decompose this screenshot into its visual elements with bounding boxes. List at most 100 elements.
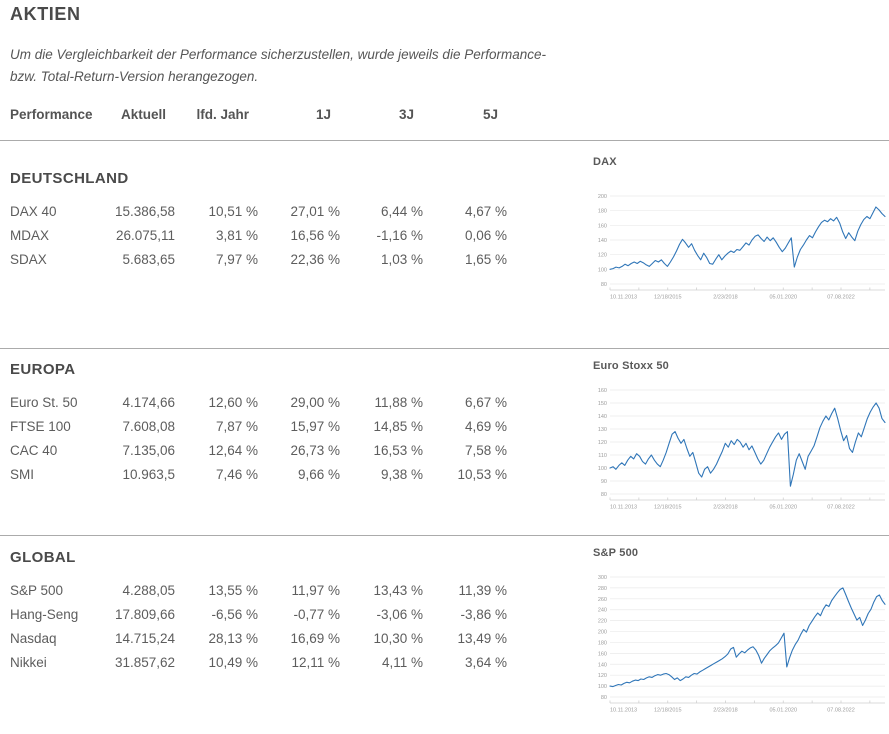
price-line <box>609 206 886 270</box>
x-axis-label: 05.01.2020 <box>769 708 797 714</box>
value-cell: 13,55 % <box>208 583 258 598</box>
svg-text:80: 80 <box>601 695 607 701</box>
table-row: CAC 40 7.135,06 12,64 % 26,73 % 16,53 % 7,58 … <box>10 439 507 463</box>
svg-text:280: 280 <box>598 586 607 592</box>
value-cell: 10.963,5 <box>122 467 175 482</box>
svg-text:180: 180 <box>598 640 607 646</box>
svg-text:300: 300 <box>598 575 607 581</box>
value-cell: 11,88 % <box>374 395 423 410</box>
svg-text:160: 160 <box>598 388 607 394</box>
svg-text:80: 80 <box>601 282 607 288</box>
index-name: Nikkei <box>10 655 47 670</box>
value-cell: 4.288,05 <box>122 583 175 598</box>
x-axis-label: 10.11.2013 <box>610 505 637 511</box>
table-row: S&P 500 4.288,05 13,55 % 11,97 % 13,43 % 11,3… <box>10 579 507 603</box>
value-cell: -3,06 % <box>376 607 423 622</box>
svg-text:120: 120 <box>598 440 607 446</box>
svg-text:100: 100 <box>598 684 607 690</box>
svg-text:220: 220 <box>598 619 607 625</box>
value-cell: 3,64 % <box>464 655 507 670</box>
value-cell: 7,97 % <box>215 252 258 267</box>
chart-canvas: 80 100 120 140 160 180 200 10.11.2013 12/18/2015… <box>598 194 886 301</box>
value-cell: 3,81 % <box>215 228 258 243</box>
value-cell: 4,67 % <box>464 204 507 219</box>
index-chart: DAX 80 100 120 140 160 180 200 10.11.2013 12/18/… <box>593 156 889 304</box>
value-cell: 10,53 % <box>457 467 507 482</box>
value-cell: 27,01 % <box>290 204 340 219</box>
svg-text:240: 240 <box>598 608 607 614</box>
index-name: FTSE 100 <box>10 419 71 434</box>
svg-text:100: 100 <box>598 466 607 472</box>
value-cell: 17.809,66 <box>114 607 175 622</box>
x-axis-label: 10.11.2013 <box>610 295 637 301</box>
value-cell: 26.075,11 <box>115 228 175 243</box>
value-cell: 14,85 % <box>373 419 423 434</box>
table-row: Hang-Seng 17.809,66 -6,56 % -0,77 % -3,06 % -… <box>10 603 507 627</box>
index-name: S&P 500 <box>10 583 64 598</box>
svg-text:140: 140 <box>598 414 607 420</box>
x-axis-label: 07.08.2022 <box>827 708 855 714</box>
page-description: Um die Vergleichbarkeit der Performance … <box>10 44 600 88</box>
value-cell: 7.608,08 <box>122 419 175 434</box>
value-cell: 26,73 % <box>290 443 340 458</box>
value-cell: 28,13 % <box>208 631 258 646</box>
price-line <box>609 587 886 688</box>
value-cell: 10,51 % <box>208 204 258 219</box>
table-row: Nikkei 31.857,62 10,49 % 12,11 % 4,11 % 3,64 … <box>10 651 507 675</box>
value-cell: 11,39 % <box>458 583 507 598</box>
value-cell: 1,65 % <box>464 252 507 267</box>
value-cell: 13,49 % <box>457 631 507 646</box>
svg-text:110: 110 <box>598 453 607 459</box>
svg-text:140: 140 <box>598 662 607 668</box>
index-name: DAX 40 <box>10 204 57 219</box>
table-row: SDAX 5.683,65 7,97 % 22,36 % 1,03 % 1,65 % <box>10 248 507 272</box>
svg-text:130: 130 <box>598 427 607 433</box>
value-cell: 12,11 % <box>291 655 340 670</box>
chart-title: DAX <box>593 156 617 168</box>
x-axis-label: 2/23/2018 <box>713 505 737 511</box>
chart-title: Euro Stoxx 50 <box>593 360 669 372</box>
section-rows: S&P 500 4.288,05 13,55 % 11,97 % 13,43 % 11,3… <box>10 579 507 675</box>
value-cell: 7.135,06 <box>122 443 175 458</box>
x-axis-label: 12/18/2015 <box>654 295 682 301</box>
table-row: Euro St. 50 4.174,66 12,60 % 29,00 % 11,88 %… <box>10 391 507 415</box>
value-cell: 14.715,24 <box>114 631 175 646</box>
table-row: SMI 10.963,5 7,46 % 9,66 % 9,38 % 10,53 % <box>10 463 507 487</box>
value-cell: 16,69 % <box>290 631 340 646</box>
value-cell: 7,58 % <box>464 443 507 458</box>
chart-title: S&P 500 <box>593 547 639 559</box>
x-axis-label: 07.08.2022 <box>827 505 855 511</box>
value-cell: 10,30 % <box>373 631 423 646</box>
column-header-5j: 5J <box>482 107 498 122</box>
svg-text:260: 260 <box>598 597 607 603</box>
index-name: Euro St. 50 <box>10 395 78 410</box>
value-cell: 4,11 % <box>381 655 423 670</box>
column-header-performance: Performance <box>10 107 93 122</box>
svg-text:160: 160 <box>598 223 607 229</box>
section-rows: DAX 40 15.386,58 10,51 % 27,01 % 6,44 % 4,67 … <box>10 200 507 272</box>
table-row: FTSE 100 7.608,08 7,87 % 15,97 % 14,85 % 4,69… <box>10 415 507 439</box>
column-header-lfd-jahr: lfd. Jahr <box>196 107 249 122</box>
value-cell: 11,97 % <box>291 583 340 598</box>
section-divider <box>0 348 889 349</box>
svg-text:200: 200 <box>598 194 607 200</box>
region-section: GLOBAL S&P 500 4.288,05 13,55 % 11,97 % 13,4… <box>10 549 507 675</box>
value-cell: -1,16 % <box>376 228 423 243</box>
svg-text:90: 90 <box>601 479 607 485</box>
region-section: DEUTSCHLAND DAX 40 15.386,58 10,51 % 27,01 … <box>10 170 507 272</box>
column-header-3j: 3J <box>398 107 414 122</box>
index-name: Hang-Seng <box>10 607 79 622</box>
index-name: CAC 40 <box>10 443 58 458</box>
value-cell: 9,66 % <box>297 467 340 482</box>
table-header-row: Performance Aktuell lfd. Jahr 1J 3J 5J <box>10 104 507 126</box>
column-header-aktuell: Aktuell <box>120 107 166 122</box>
svg-text:140: 140 <box>598 238 607 244</box>
x-axis-label: 2/23/2018 <box>713 708 737 714</box>
svg-text:100: 100 <box>598 267 607 273</box>
table-row: DAX 40 15.386,58 10,51 % 27,01 % 6,44 % 4,67 … <box>10 200 507 224</box>
index-name: SDAX <box>10 252 47 267</box>
value-cell: 13,43 % <box>373 583 423 598</box>
price-line <box>609 402 886 487</box>
x-axis-label: 07.08.2022 <box>827 295 855 301</box>
svg-text:160: 160 <box>598 651 607 657</box>
